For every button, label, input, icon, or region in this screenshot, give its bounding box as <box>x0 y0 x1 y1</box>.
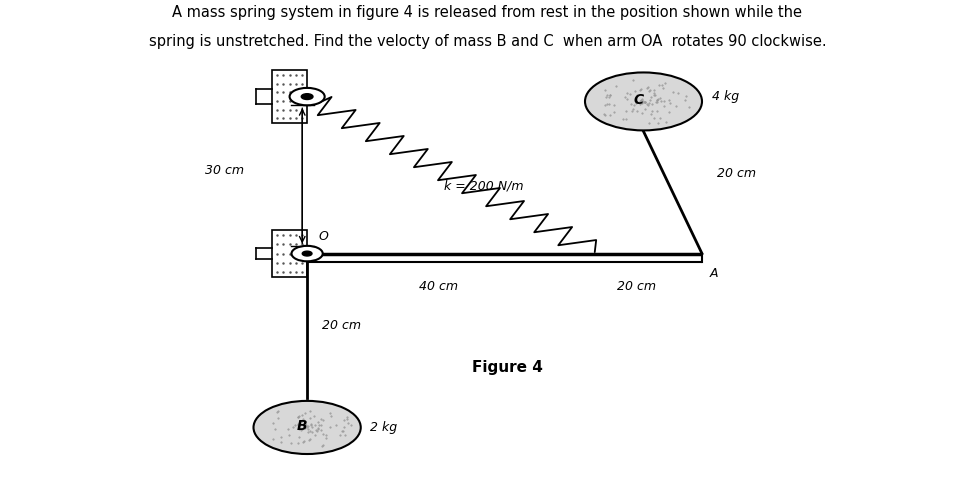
Text: C: C <box>634 94 644 107</box>
Text: spring is unstretched. Find the velocty of mass B and C  when arm OA  rotates 90: spring is unstretched. Find the velocty … <box>148 34 827 49</box>
Text: 4 kg: 4 kg <box>712 90 739 103</box>
Text: A mass spring system in figure 4 is released from rest in the position shown whi: A mass spring system in figure 4 is rele… <box>173 5 802 20</box>
Text: k = 200 N/m: k = 200 N/m <box>444 180 524 192</box>
Text: A: A <box>710 267 719 280</box>
Text: B: B <box>297 420 307 433</box>
Text: 40 cm: 40 cm <box>419 280 458 293</box>
Circle shape <box>302 251 312 256</box>
Circle shape <box>292 246 323 261</box>
Text: 20 cm: 20 cm <box>322 319 361 332</box>
Circle shape <box>290 88 325 105</box>
Text: 20 cm: 20 cm <box>717 167 756 180</box>
Circle shape <box>301 94 313 99</box>
Text: Figure 4: Figure 4 <box>472 359 542 375</box>
Text: O: O <box>319 230 329 243</box>
Bar <box>272 230 307 277</box>
Text: 2 kg: 2 kg <box>370 421 398 434</box>
Bar <box>272 70 307 123</box>
Circle shape <box>254 401 361 454</box>
Text: 30 cm: 30 cm <box>205 164 244 177</box>
Text: 20 cm: 20 cm <box>616 280 655 293</box>
Circle shape <box>585 72 702 130</box>
